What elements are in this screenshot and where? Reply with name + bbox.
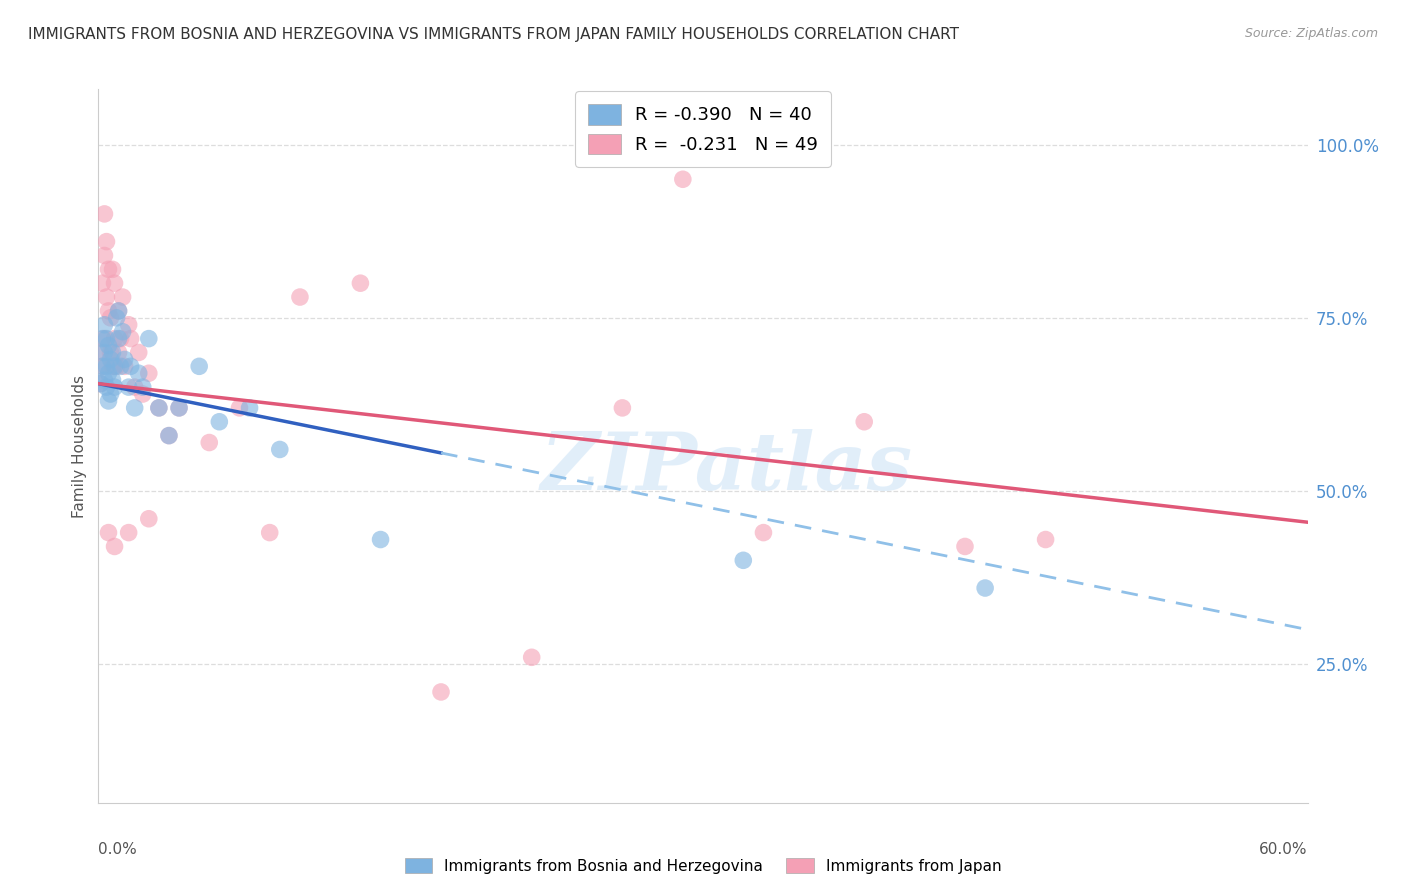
- Point: [157, 428, 180, 442]
- Point: [1035, 533, 1057, 547]
- Point: [118, 380, 141, 394]
- Point: [114, 359, 136, 374]
- Point: [93, 248, 115, 262]
- Text: ZIPatlas: ZIPatlas: [541, 429, 914, 506]
- Text: 0.0%: 0.0%: [98, 842, 138, 857]
- Point: [520, 650, 543, 665]
- Point: [132, 387, 155, 401]
- Point: [110, 332, 132, 346]
- Point: [114, 352, 136, 367]
- Point: [89, 376, 111, 391]
- Point: [228, 401, 250, 415]
- Point: [752, 525, 775, 540]
- Point: [111, 325, 134, 339]
- Point: [93, 345, 115, 359]
- Point: [167, 401, 190, 415]
- Point: [288, 290, 311, 304]
- Legend: Immigrants from Bosnia and Herzegovina, Immigrants from Japan: Immigrants from Bosnia and Herzegovina, …: [398, 852, 1008, 880]
- Point: [128, 366, 150, 380]
- Point: [148, 401, 170, 415]
- Point: [101, 359, 124, 374]
- Point: [349, 276, 371, 290]
- Point: [100, 387, 122, 401]
- Point: [124, 401, 146, 415]
- Point: [103, 276, 125, 290]
- Point: [239, 401, 262, 415]
- Point: [128, 345, 150, 359]
- Point: [100, 310, 122, 325]
- Point: [103, 540, 125, 554]
- Point: [97, 304, 120, 318]
- Point: [96, 332, 118, 346]
- Point: [100, 345, 122, 359]
- Point: [96, 290, 118, 304]
- Point: [974, 581, 997, 595]
- Point: [120, 332, 142, 346]
- Point: [101, 373, 124, 387]
- Point: [198, 435, 221, 450]
- Point: [103, 359, 125, 374]
- Point: [103, 380, 125, 394]
- Point: [107, 304, 129, 318]
- Point: [733, 553, 755, 567]
- Legend: R = -0.390   N = 40, R =  -0.231   N = 49: R = -0.390 N = 40, R = -0.231 N = 49: [575, 91, 831, 167]
- Point: [111, 290, 134, 304]
- Point: [188, 359, 211, 374]
- Point: [120, 359, 142, 374]
- Point: [157, 428, 180, 442]
- Point: [101, 262, 124, 277]
- Point: [853, 415, 876, 429]
- Point: [124, 380, 146, 394]
- Text: Source: ZipAtlas.com: Source: ZipAtlas.com: [1244, 27, 1378, 40]
- Point: [93, 318, 115, 332]
- Point: [91, 359, 114, 374]
- Point: [93, 207, 115, 221]
- Point: [259, 525, 281, 540]
- Point: [103, 332, 125, 346]
- Point: [89, 345, 111, 359]
- Point: [370, 533, 392, 547]
- Point: [96, 359, 118, 374]
- Point: [107, 332, 129, 346]
- Point: [91, 276, 114, 290]
- Point: [138, 512, 160, 526]
- Point: [430, 685, 453, 699]
- Point: [97, 338, 120, 352]
- Point: [97, 394, 120, 409]
- Point: [89, 376, 111, 391]
- Y-axis label: Family Households: Family Households: [72, 375, 87, 517]
- Point: [100, 352, 122, 367]
- Point: [672, 172, 695, 186]
- Point: [118, 318, 141, 332]
- Point: [97, 366, 120, 380]
- Point: [138, 332, 160, 346]
- Text: 60.0%: 60.0%: [1260, 842, 1308, 857]
- Point: [105, 310, 128, 325]
- Point: [107, 304, 129, 318]
- Point: [91, 359, 114, 374]
- Point: [105, 359, 128, 374]
- Point: [110, 359, 132, 374]
- Point: [91, 332, 114, 346]
- Text: IMMIGRANTS FROM BOSNIA AND HERZEGOVINA VS IMMIGRANTS FROM JAPAN FAMILY HOUSEHOLD: IMMIGRANTS FROM BOSNIA AND HERZEGOVINA V…: [28, 27, 959, 42]
- Point: [269, 442, 291, 457]
- Point: [97, 525, 120, 540]
- Point: [167, 401, 190, 415]
- Point: [107, 345, 129, 359]
- Point: [97, 262, 120, 277]
- Point: [101, 345, 124, 359]
- Point: [953, 540, 976, 554]
- Point: [96, 380, 118, 394]
- Point: [132, 380, 155, 394]
- Point: [208, 415, 231, 429]
- Point: [118, 525, 141, 540]
- Point: [138, 366, 160, 380]
- Point: [612, 401, 634, 415]
- Point: [96, 235, 118, 249]
- Point: [93, 332, 115, 346]
- Point: [93, 373, 115, 387]
- Point: [148, 401, 170, 415]
